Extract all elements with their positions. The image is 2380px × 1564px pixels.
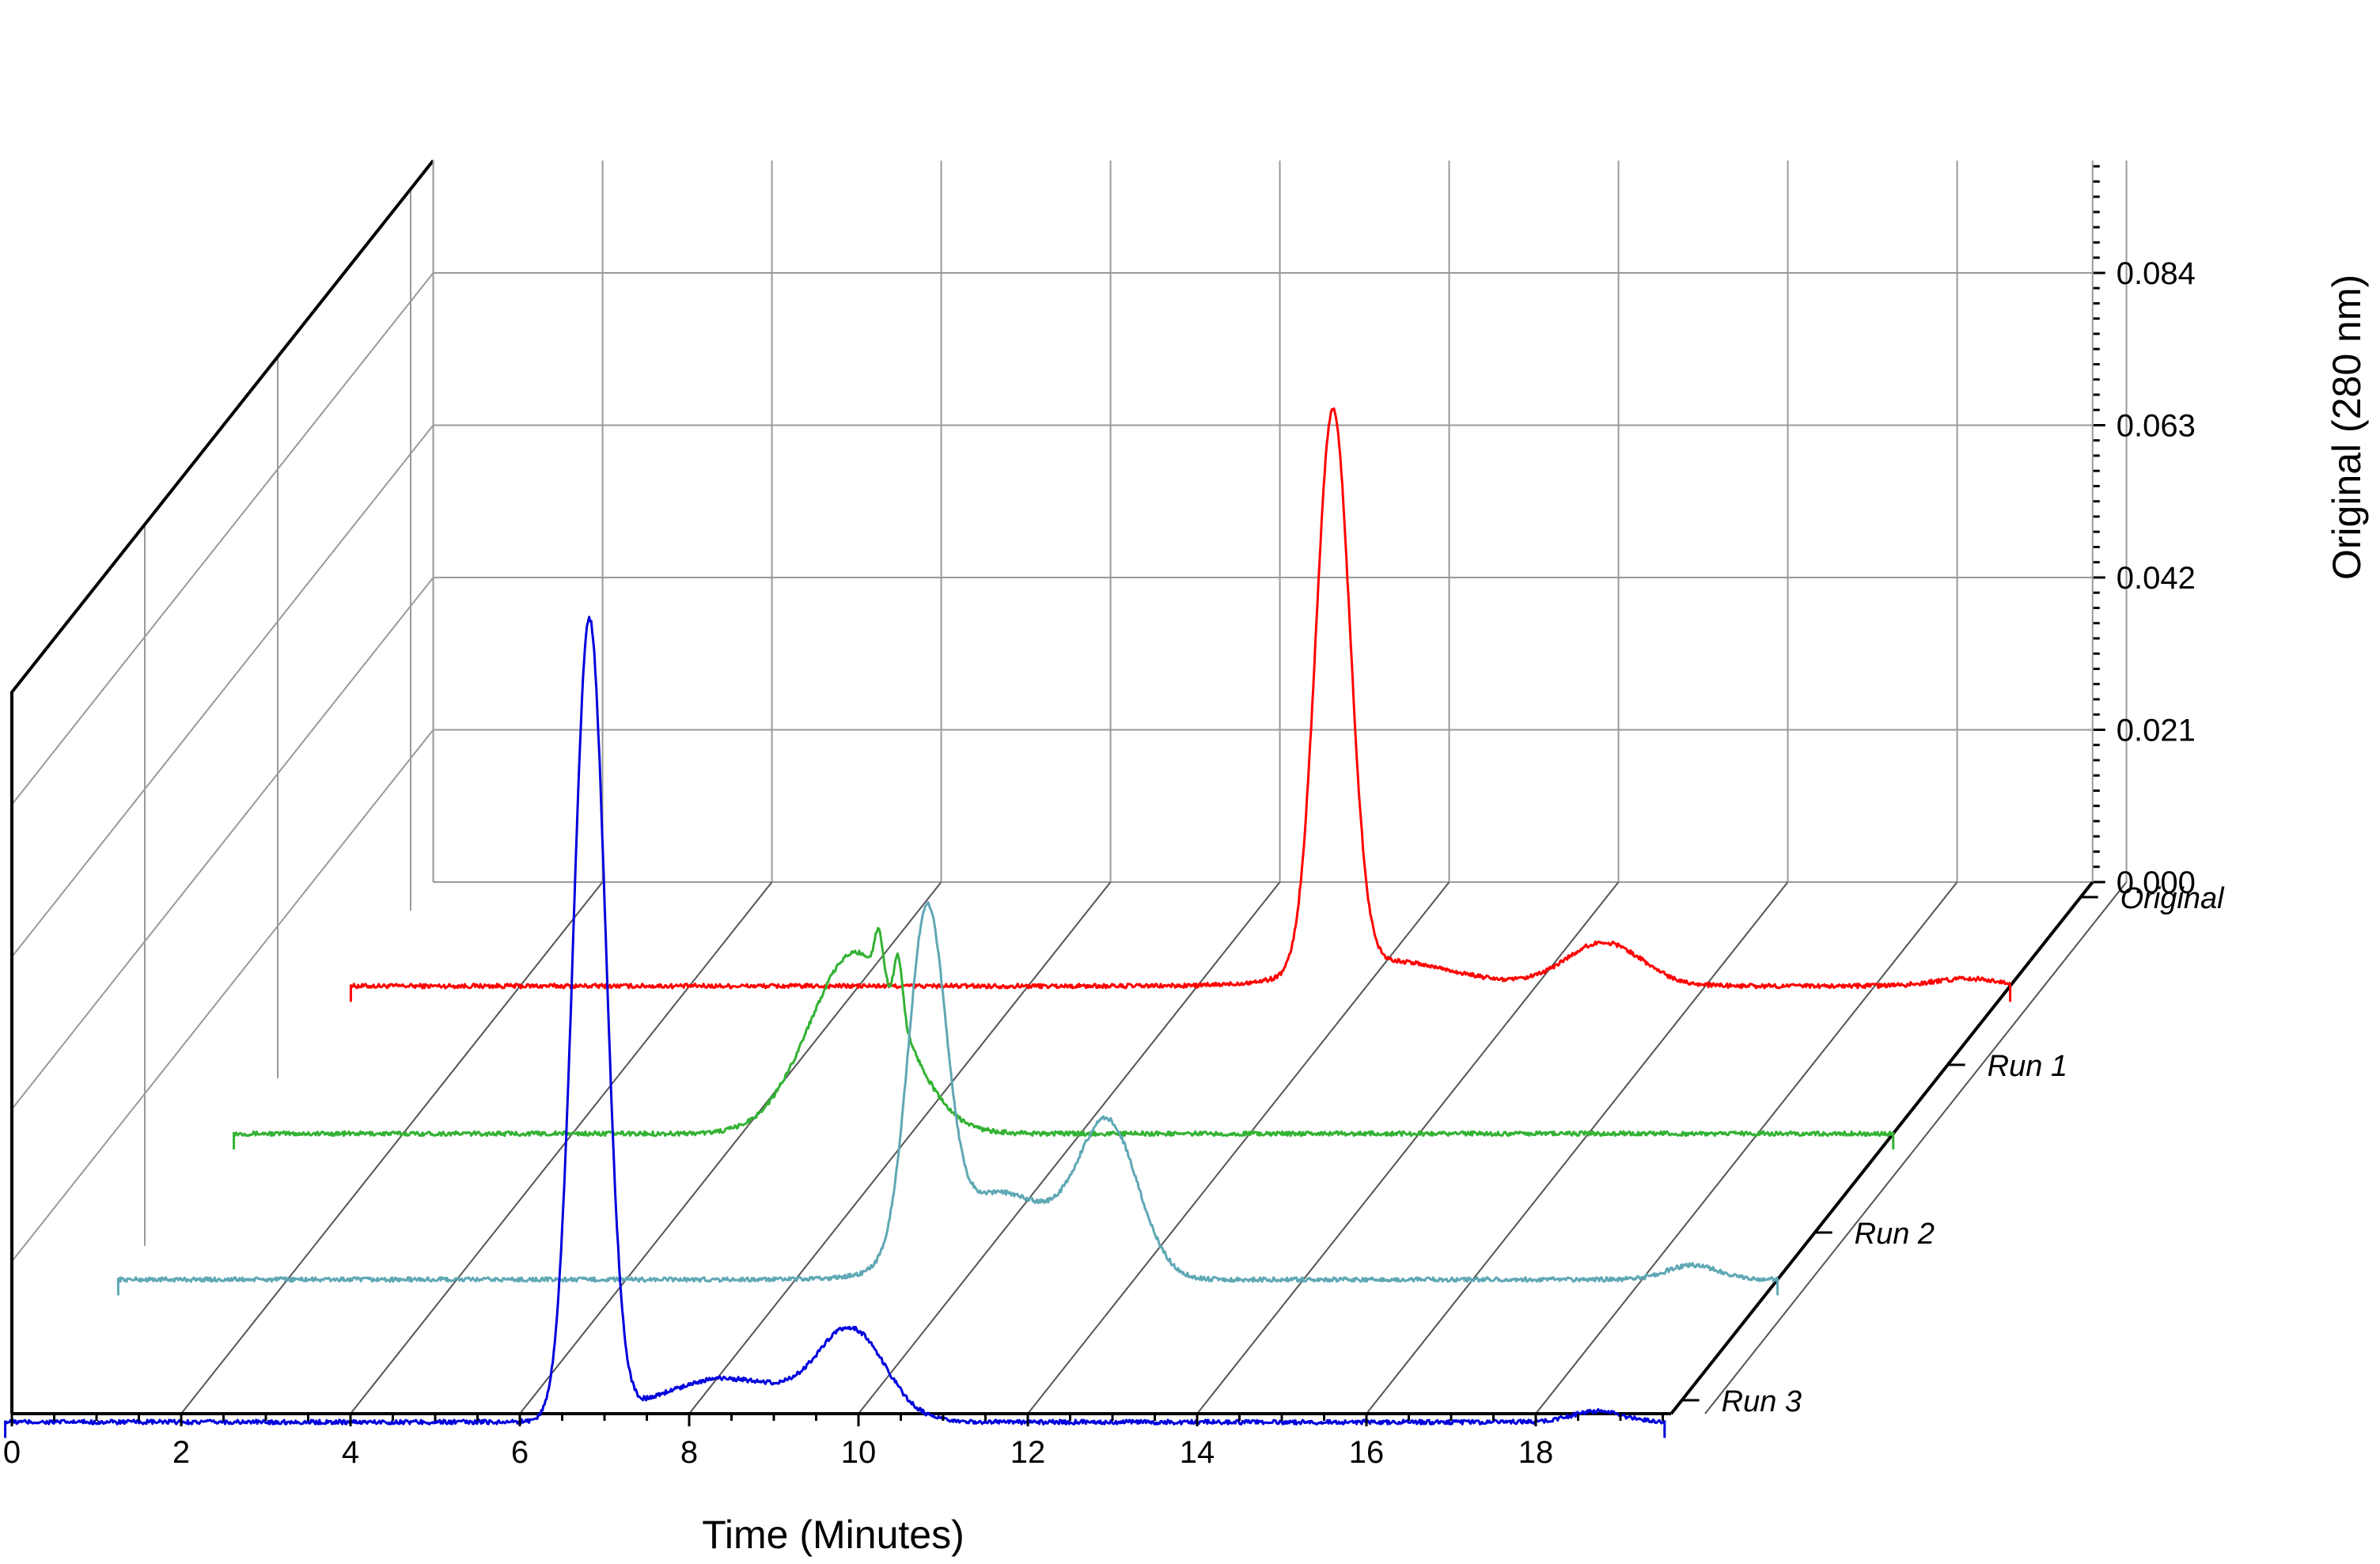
x-axis: 0 2 4 6 8 10 12 14 16 18 — [3, 1414, 1664, 1470]
left-wall-hgrid — [11, 577, 434, 1110]
x-tick-label: 6 — [511, 1435, 529, 1470]
x-tick-label: 16 — [1349, 1435, 1385, 1470]
series-group — [4, 407, 2012, 1438]
x-tick-label: 18 — [1518, 1435, 1554, 1470]
series-line — [116, 901, 1779, 1283]
x-tick-label: 4 — [342, 1435, 359, 1470]
floor-grid-line — [1366, 881, 1789, 1414]
left-wall-hgrid — [11, 729, 434, 1263]
left-wall-hgrid — [11, 272, 434, 805]
series-axis-label: Original — [2120, 882, 2225, 915]
z-axis-title: Original (280 nm) — [2325, 275, 2369, 580]
frame-left-edge — [10, 159, 435, 1414]
series-axis-label: Run 1 — [1988, 1050, 2067, 1083]
x-tick-label: 12 — [1010, 1435, 1046, 1470]
z-tick-label: 0.000 — [2117, 865, 2196, 900]
x-tick-label: 10 — [841, 1435, 877, 1470]
floor-grid-line — [1027, 881, 1450, 1414]
floor-grid-line — [858, 881, 1281, 1414]
floor-grid-line — [1196, 881, 1620, 1414]
x-tick-label: 0 — [3, 1435, 21, 1470]
z-axis: 0.000 0.021 0.042 0.063 0.084 — [2091, 160, 2196, 900]
left-wall-grid — [11, 188, 434, 1414]
x-tick-label: 2 — [172, 1435, 190, 1470]
floor-grid-line — [519, 881, 942, 1414]
plot-frame — [10, 159, 2094, 1415]
series-axis: Original Run 1 Run 2 Run 3 — [1681, 882, 2225, 1418]
series-line — [233, 926, 1894, 1138]
x-tick-label: 8 — [680, 1435, 698, 1470]
floor-grid-line — [1535, 881, 1958, 1414]
series-line — [4, 615, 1666, 1426]
series-line — [350, 407, 2011, 990]
series-axis-label: Run 2 — [1855, 1217, 1935, 1251]
z-tick-label: 0.042 — [2117, 561, 2196, 596]
back-wall-grid — [432, 160, 2128, 883]
floor-grid-line — [180, 881, 604, 1414]
floor-grid — [180, 881, 2128, 1414]
floor-grid-line — [350, 881, 773, 1414]
series-axis-label: Run 3 — [1722, 1385, 1802, 1418]
z-tick-label: 0.084 — [2117, 256, 2196, 291]
left-wall-hgrid — [11, 424, 434, 958]
frame-right-floor-edge — [1669, 880, 2094, 1415]
z-tick-label: 0.063 — [2117, 408, 2196, 443]
z-tick-label: 0.021 — [2117, 713, 2196, 748]
x-tick-label: 14 — [1180, 1435, 1215, 1470]
floor-grid-line — [1704, 881, 2128, 1414]
x-axis-title: Time (Minutes) — [702, 1513, 965, 1557]
